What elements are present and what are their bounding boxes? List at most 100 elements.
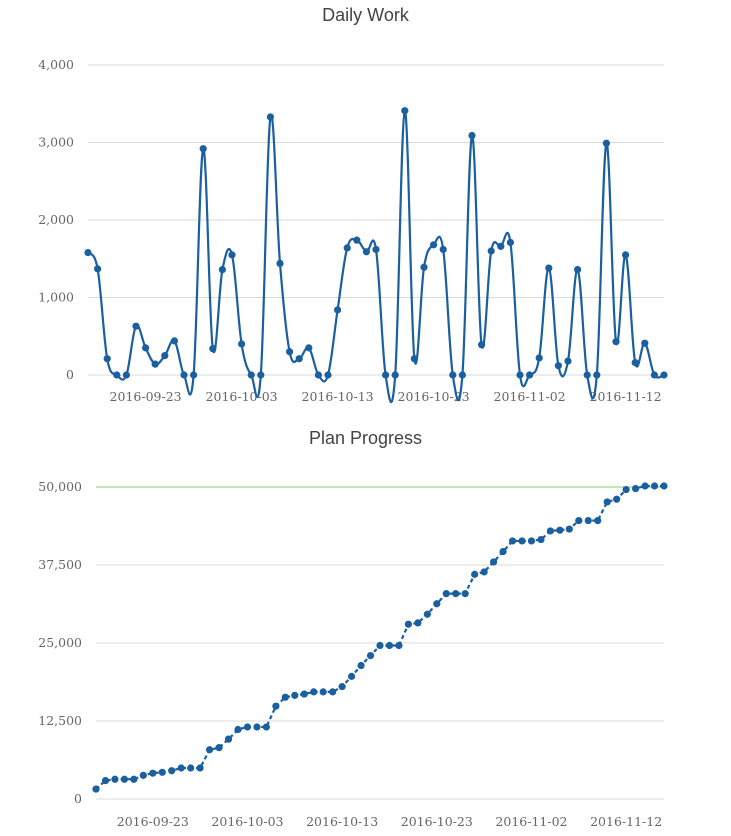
data-point	[305, 344, 313, 352]
chart-title: Plan Progress	[308, 428, 423, 448]
y-tick-label: 12,500	[38, 713, 82, 728]
data-point	[103, 355, 111, 363]
data-point	[168, 767, 176, 775]
data-point	[228, 251, 236, 259]
y-tick-label: 2,000	[38, 212, 74, 227]
data-point	[499, 547, 507, 556]
data-point	[442, 590, 450, 598]
daily-work-chart: Daily Work 0 1,000 2,000 3,000 4,000 2016-09-…	[38, 5, 668, 404]
data-point	[151, 360, 159, 368]
data-point	[113, 371, 121, 379]
data-point	[526, 371, 534, 379]
y-tick-label: 3,000	[38, 135, 74, 150]
data-point	[468, 131, 476, 140]
data-point	[206, 746, 214, 754]
data-point	[266, 113, 274, 121]
data-point	[420, 263, 428, 271]
x-tick-label: 2016-10-23	[401, 814, 473, 829]
data-point	[158, 768, 166, 776]
data-point	[348, 672, 356, 680]
plan-progress-chart: Plan Progress 0 12,500 25,000 37,500 50,000 2…	[0, 420, 731, 836]
data-point	[631, 359, 639, 367]
x-tick-label: 2016-11-02	[495, 814, 567, 829]
data-point	[272, 702, 280, 710]
data-point	[385, 641, 394, 650]
data-point	[449, 371, 457, 379]
data-point	[632, 484, 640, 493]
data-point	[366, 652, 375, 660]
data-point	[414, 619, 422, 627]
data-point	[556, 526, 564, 534]
data-point	[452, 590, 460, 598]
data-point	[199, 145, 207, 153]
data-point	[650, 482, 659, 490]
data-point	[238, 340, 246, 348]
data-point	[224, 735, 233, 743]
data-point	[554, 362, 563, 370]
x-tick-label: 2016-10-13	[302, 389, 374, 404]
data-point	[641, 339, 649, 347]
data-point	[180, 371, 188, 379]
y-tick-label: 25,000	[38, 635, 82, 650]
data-point	[583, 371, 591, 379]
data-point	[410, 355, 418, 363]
data-point	[218, 266, 226, 274]
data-point	[120, 775, 128, 783]
data-point	[329, 688, 337, 696]
data-point	[247, 371, 255, 379]
data-point	[170, 337, 178, 345]
data-point	[458, 371, 466, 379]
x-tick-label: 2016-09-23	[117, 814, 189, 829]
data-point	[187, 764, 195, 772]
data-point	[281, 693, 289, 701]
data-point	[516, 371, 524, 379]
data-point	[257, 371, 265, 379]
daily-work-plot: 0 1,000 2,000 3,000 4,000 2016-09-23 2016-10-0…	[38, 57, 668, 404]
x-tick-label: 2016-10-23	[398, 389, 470, 404]
data-point	[430, 241, 438, 249]
data-point	[190, 371, 198, 379]
data-point	[478, 341, 486, 349]
data-point	[423, 610, 431, 618]
data-point	[401, 107, 409, 115]
data-point	[439, 245, 447, 254]
data-point	[215, 744, 223, 752]
x-tick-label: 2016-11-02	[494, 389, 566, 404]
y-tick-label: 4,000	[38, 57, 74, 72]
data-point	[584, 516, 592, 525]
data-point	[310, 688, 318, 696]
data-point	[545, 264, 553, 272]
data-point	[506, 238, 514, 247]
data-point	[565, 525, 573, 533]
data-point	[372, 245, 380, 254]
data-point	[613, 495, 621, 503]
data-point	[196, 764, 204, 772]
data-point	[319, 688, 327, 696]
data-point	[575, 516, 583, 525]
data-point	[395, 641, 403, 650]
data-point	[433, 600, 441, 608]
data-point	[253, 723, 261, 731]
data-point	[594, 516, 602, 525]
data-point	[546, 527, 555, 535]
x-tick-label: 2016-10-03	[206, 389, 278, 404]
data-point	[602, 139, 611, 147]
data-point	[353, 236, 361, 244]
data-point	[391, 371, 399, 379]
data-point	[295, 355, 303, 363]
data-point	[487, 247, 495, 255]
data-point	[497, 242, 505, 250]
data-point	[122, 371, 130, 379]
data-point	[101, 776, 110, 785]
data-point	[612, 338, 620, 346]
x-tick-label: 2016-10-13	[306, 814, 378, 829]
data-point	[300, 690, 308, 698]
data-point	[324, 371, 332, 379]
series-line	[87, 109, 665, 404]
data-point	[593, 371, 601, 379]
x-tick-label: 2016-09-23	[110, 389, 182, 404]
data-point	[234, 725, 242, 734]
data-point	[357, 661, 365, 670]
data-point	[404, 620, 412, 628]
y-tick-label: 0	[66, 367, 74, 382]
